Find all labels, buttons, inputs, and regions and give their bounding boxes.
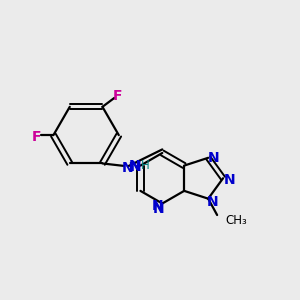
Text: CH₃: CH₃ bbox=[225, 214, 247, 226]
Text: N: N bbox=[153, 202, 164, 217]
Text: N: N bbox=[129, 160, 141, 174]
Text: F: F bbox=[32, 130, 41, 144]
Text: N: N bbox=[207, 195, 218, 209]
Text: N: N bbox=[129, 159, 140, 172]
Text: N: N bbox=[122, 161, 134, 175]
Text: N: N bbox=[224, 173, 236, 187]
Text: H: H bbox=[141, 159, 149, 172]
Text: F: F bbox=[112, 88, 122, 103]
Text: N: N bbox=[208, 151, 219, 165]
Text: N: N bbox=[152, 200, 164, 214]
